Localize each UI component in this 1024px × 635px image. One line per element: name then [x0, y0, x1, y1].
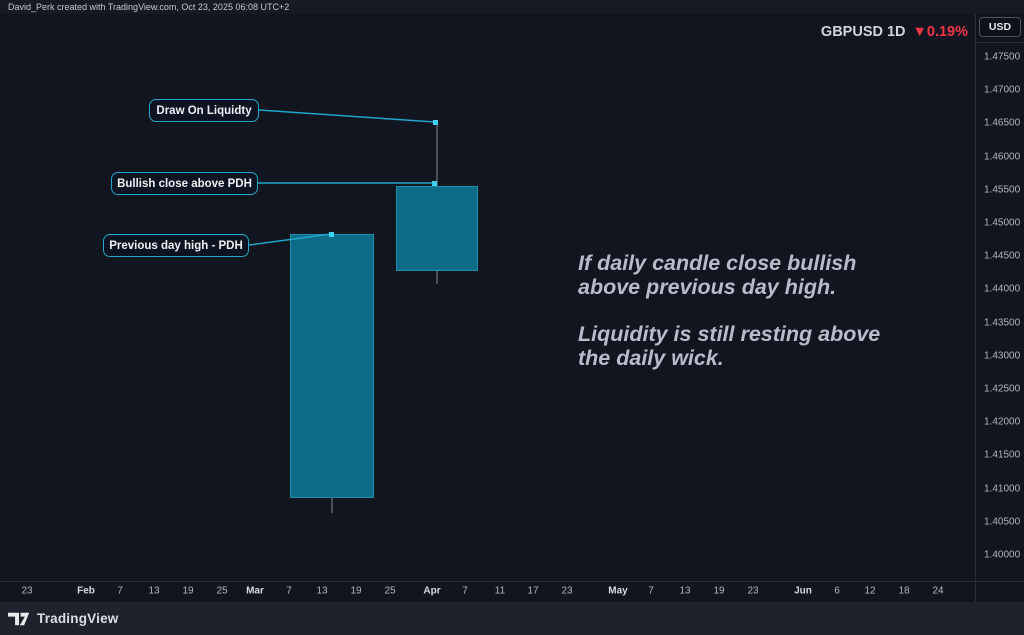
- price-tick-label: 1.43000: [984, 350, 1021, 362]
- time-tick-label: 11: [494, 585, 506, 597]
- time-tick-label: 13: [679, 585, 691, 597]
- tradingview-logo-icon[interactable]: [8, 611, 30, 627]
- candle-body: [290, 234, 374, 498]
- price-tick-label: 1.47000: [984, 84, 1021, 96]
- symbol-title[interactable]: GBPUSD 1D ▼0.19%: [821, 24, 968, 40]
- annotation-text: If daily candle close bullish above prev…: [578, 251, 881, 394]
- price-tick-label: 1.40000: [984, 549, 1021, 561]
- currency-cell-divider: [976, 42, 1024, 43]
- annotation-line: If daily candle close bullish: [578, 251, 857, 275]
- footer-bar: TradingView: [0, 602, 1024, 635]
- time-tick-label: 17: [527, 585, 539, 597]
- attribution-bar: David_Perk created with TradingView.com,…: [0, 0, 1024, 14]
- price-tick-label: 1.42500: [984, 383, 1021, 395]
- time-tick-label: 23: [21, 585, 33, 597]
- price-tick-label: 1.44000: [984, 283, 1021, 295]
- annotation-line: the daily wick.: [578, 345, 724, 370]
- time-tick-label: 18: [898, 585, 910, 597]
- time-tick-label: Mar: [246, 585, 264, 597]
- time-tick-label: 7: [117, 585, 123, 597]
- price-tick-label: 1.45500: [984, 184, 1021, 196]
- time-tick-label: 19: [182, 585, 194, 597]
- callout-bullish-close-above-pdh[interactable]: Bullish close above PDH: [111, 172, 258, 195]
- price-tick-label: 1.41000: [984, 483, 1021, 495]
- price-tick-label: 1.46000: [984, 151, 1021, 163]
- price-axis-separator: [975, 14, 976, 602]
- price-tick-label: 1.47500: [984, 51, 1021, 63]
- time-tick-label: 7: [462, 585, 468, 597]
- time-tick-label: 23: [561, 585, 573, 597]
- callout-draw-on-liquidity[interactable]: Draw On Liquidty: [149, 99, 259, 122]
- price-tick-label: 1.42000: [984, 416, 1021, 428]
- annotation-line: Liquidity is still resting above: [578, 322, 881, 346]
- time-tick-label: Apr: [423, 585, 441, 597]
- time-tick-label: 13: [316, 585, 328, 597]
- callout-line-anchor: [431, 180, 437, 186]
- time-tick-label: Feb: [77, 585, 95, 597]
- change-badge: ▼0.19%: [912, 24, 968, 40]
- price-tick-label: 1.40500: [984, 516, 1021, 528]
- brand-name[interactable]: TradingView: [37, 611, 119, 626]
- time-tick-label: 7: [286, 585, 292, 597]
- symbol-name: GBPUSD 1D: [820, 24, 906, 40]
- time-tick-label: 19: [350, 585, 362, 597]
- time-tick-label: 25: [216, 585, 228, 597]
- currency-button[interactable]: USD: [979, 17, 1021, 37]
- time-tick-label: Jun: [794, 585, 812, 597]
- time-tick-label: May: [608, 585, 628, 597]
- callout-previous-day-high-pdh[interactable]: Previous day high - PDH: [103, 234, 249, 257]
- price-tick-label: 1.44500: [984, 250, 1021, 262]
- time-axis-separator: [0, 581, 1024, 582]
- price-tick-label: 1.41500: [984, 449, 1021, 461]
- time-tick-label: 19: [713, 585, 725, 597]
- price-tick-label: 1.43500: [984, 317, 1021, 329]
- time-axis[interactable]: [0, 582, 975, 602]
- callout-line-anchor: [432, 119, 438, 125]
- time-tick-label: 13: [148, 585, 160, 597]
- price-tick-label: 1.45000: [984, 217, 1021, 229]
- time-tick-label: 23: [747, 585, 759, 597]
- time-tick-label: 12: [864, 585, 876, 597]
- callout-line-anchor: [328, 231, 334, 237]
- candle-body: [396, 185, 478, 271]
- time-tick-label: 25: [384, 585, 396, 597]
- annotation-line: above previous day high.: [578, 274, 837, 299]
- time-tick-label: 7: [648, 585, 654, 597]
- price-tick-label: 1.46500: [984, 117, 1021, 129]
- time-tick-label: 6: [834, 585, 840, 597]
- time-tick-label: 24: [932, 585, 944, 597]
